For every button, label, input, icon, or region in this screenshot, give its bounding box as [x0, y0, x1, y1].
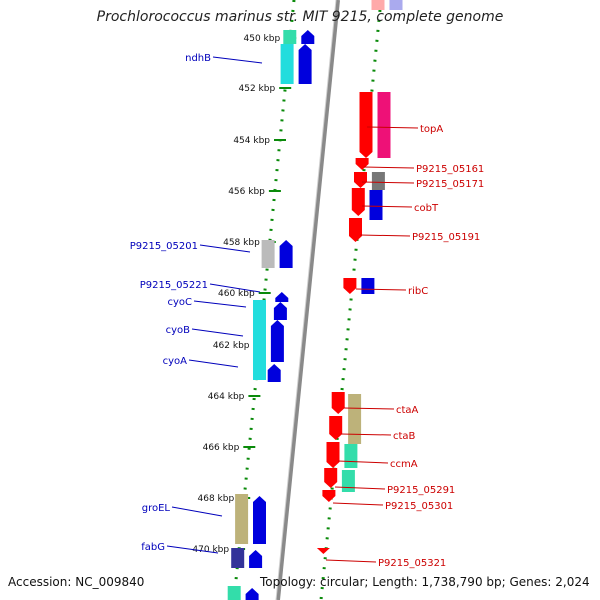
gene-label-p9215_05171[interactable]: P9215_05171 — [416, 179, 484, 190]
gene-leader-line — [361, 205, 413, 208]
gene-feature[interactable] — [361, 278, 375, 294]
gene-leader-line — [359, 234, 411, 237]
gene-feature[interactable] — [349, 218, 362, 242]
gene-leader-line — [193, 300, 247, 308]
gene-feature[interactable] — [231, 548, 245, 568]
gene-leader-line — [343, 407, 395, 410]
gene-feature[interactable] — [261, 240, 275, 268]
gene-feature[interactable] — [267, 364, 281, 382]
gene-feature[interactable] — [322, 490, 336, 502]
gene-label-p9215_05201[interactable]: P9215_05201 — [130, 241, 198, 252]
gene-feature[interactable] — [389, 0, 403, 10]
gene-feature[interactable] — [273, 302, 287, 320]
gene-label-ctaa[interactable]: ctaA — [396, 405, 419, 416]
gene-label-p9215_05321[interactable]: P9215_05321 — [378, 558, 446, 569]
gene-feature[interactable] — [324, 468, 338, 488]
gene-feature[interactable] — [279, 240, 293, 268]
gene-feature[interactable] — [351, 188, 365, 216]
gene-label-p9215_05161[interactable]: P9215_05161 — [416, 164, 484, 175]
tick-label: 460 kbp — [218, 289, 255, 299]
gene-feature[interactable] — [369, 190, 383, 220]
gene-label-topa[interactable]: topA — [420, 124, 443, 135]
gene-leader-line — [166, 545, 219, 554]
accession-label: Accession: NC_009840 — [8, 575, 145, 589]
gene-leader-line — [355, 288, 407, 291]
gene-feature[interactable] — [359, 92, 373, 158]
gene-feature[interactable] — [371, 0, 385, 10]
gene-feature[interactable] — [354, 172, 367, 188]
gene-leader-line — [191, 328, 244, 337]
gene-leader-line — [366, 126, 419, 129]
backbone-highlight — [275, 0, 337, 600]
genome-summary: Topology: circular; Length: 1,738,790 bp… — [260, 575, 590, 589]
gene-leader-line — [188, 359, 239, 368]
gene-leader-line — [334, 486, 386, 490]
gene-feature[interactable] — [270, 320, 284, 362]
gene-leader-line — [363, 166, 415, 169]
gene-feature[interactable] — [253, 496, 266, 544]
gene-feature[interactable] — [331, 392, 345, 414]
gene-label-cyob[interactable]: cyoB — [166, 325, 191, 336]
gene-label-fabg[interactable]: fabG — [141, 542, 165, 553]
gene-leader-line — [212, 56, 263, 64]
gene-label-cyoa[interactable]: cyoA — [163, 356, 188, 367]
gene-label-ribc[interactable]: ribC — [408, 286, 428, 297]
tick-label: 464 kbp — [208, 392, 245, 402]
gene-feature[interactable] — [245, 588, 259, 600]
gene-feature[interactable] — [344, 444, 358, 468]
gene-feature[interactable] — [301, 30, 315, 44]
tick-label: 468 kbp — [198, 494, 235, 504]
gene-feature[interactable] — [341, 470, 355, 492]
tick-label: 458 kbp — [223, 238, 260, 248]
gene-label-p9215_05191[interactable]: P9215_05191 — [412, 232, 480, 243]
gene-feature[interactable] — [343, 278, 357, 294]
gene-leader-line — [209, 283, 261, 293]
gene-leader-line — [325, 559, 377, 563]
gene-label-p9215_05221[interactable]: P9215_05221 — [140, 280, 208, 291]
gene-feature[interactable] — [355, 158, 369, 170]
gene-feature[interactable] — [227, 586, 241, 600]
page-title: Prochlorococcus marinus str. MIT 9215, c… — [96, 9, 504, 25]
gene-feature[interactable] — [249, 550, 263, 568]
gene-label-ccma[interactable]: ccmA — [390, 459, 418, 470]
gene-leader-line — [340, 433, 392, 436]
genome-backbone — [276, 0, 340, 600]
tick-label: 462 kbp — [213, 341, 250, 351]
tick-label: 466 kbp — [203, 443, 240, 453]
gene-feature[interactable] — [326, 442, 340, 468]
gene-feature[interactable] — [280, 44, 294, 84]
gene-feature[interactable] — [371, 172, 385, 190]
gene-label-p9215_05301[interactable]: P9215_05301 — [385, 501, 453, 512]
gene-label-ndhb[interactable]: ndhB — [185, 53, 211, 64]
gene-label-ctab[interactable]: ctaB — [393, 431, 416, 442]
gene-leader-line — [171, 506, 223, 517]
gene-leader-line — [361, 181, 415, 184]
gene-label-groel[interactable]: groEL — [142, 503, 171, 514]
gene-feature[interactable] — [348, 394, 362, 444]
tick-label: 456 kbp — [228, 187, 265, 197]
tick-label: 452 kbp — [239, 84, 276, 94]
gene-feature[interactable] — [298, 44, 312, 84]
gene-feature[interactable] — [253, 300, 266, 380]
gene-leader-line — [332, 502, 384, 506]
gene-leader-line — [199, 244, 251, 253]
tick-label: 470 kbp — [192, 545, 229, 555]
gene-label-cyoc[interactable]: cyoC — [167, 297, 192, 308]
tick-label: 454 kbp — [233, 136, 270, 146]
gene-feature[interactable] — [235, 494, 249, 544]
gene-feature[interactable] — [275, 292, 289, 302]
gene-leader-line — [337, 460, 389, 464]
gene-label-cobt[interactable]: cobT — [414, 203, 439, 214]
gene-feature[interactable] — [329, 416, 343, 440]
gene-feature[interactable] — [316, 548, 330, 554]
gene-label-p9215_05291[interactable]: P9215_05291 — [387, 485, 455, 496]
gene-feature[interactable] — [377, 92, 391, 158]
gene-feature[interactable] — [283, 30, 297, 44]
tick-label: 450 kbp — [244, 34, 281, 44]
